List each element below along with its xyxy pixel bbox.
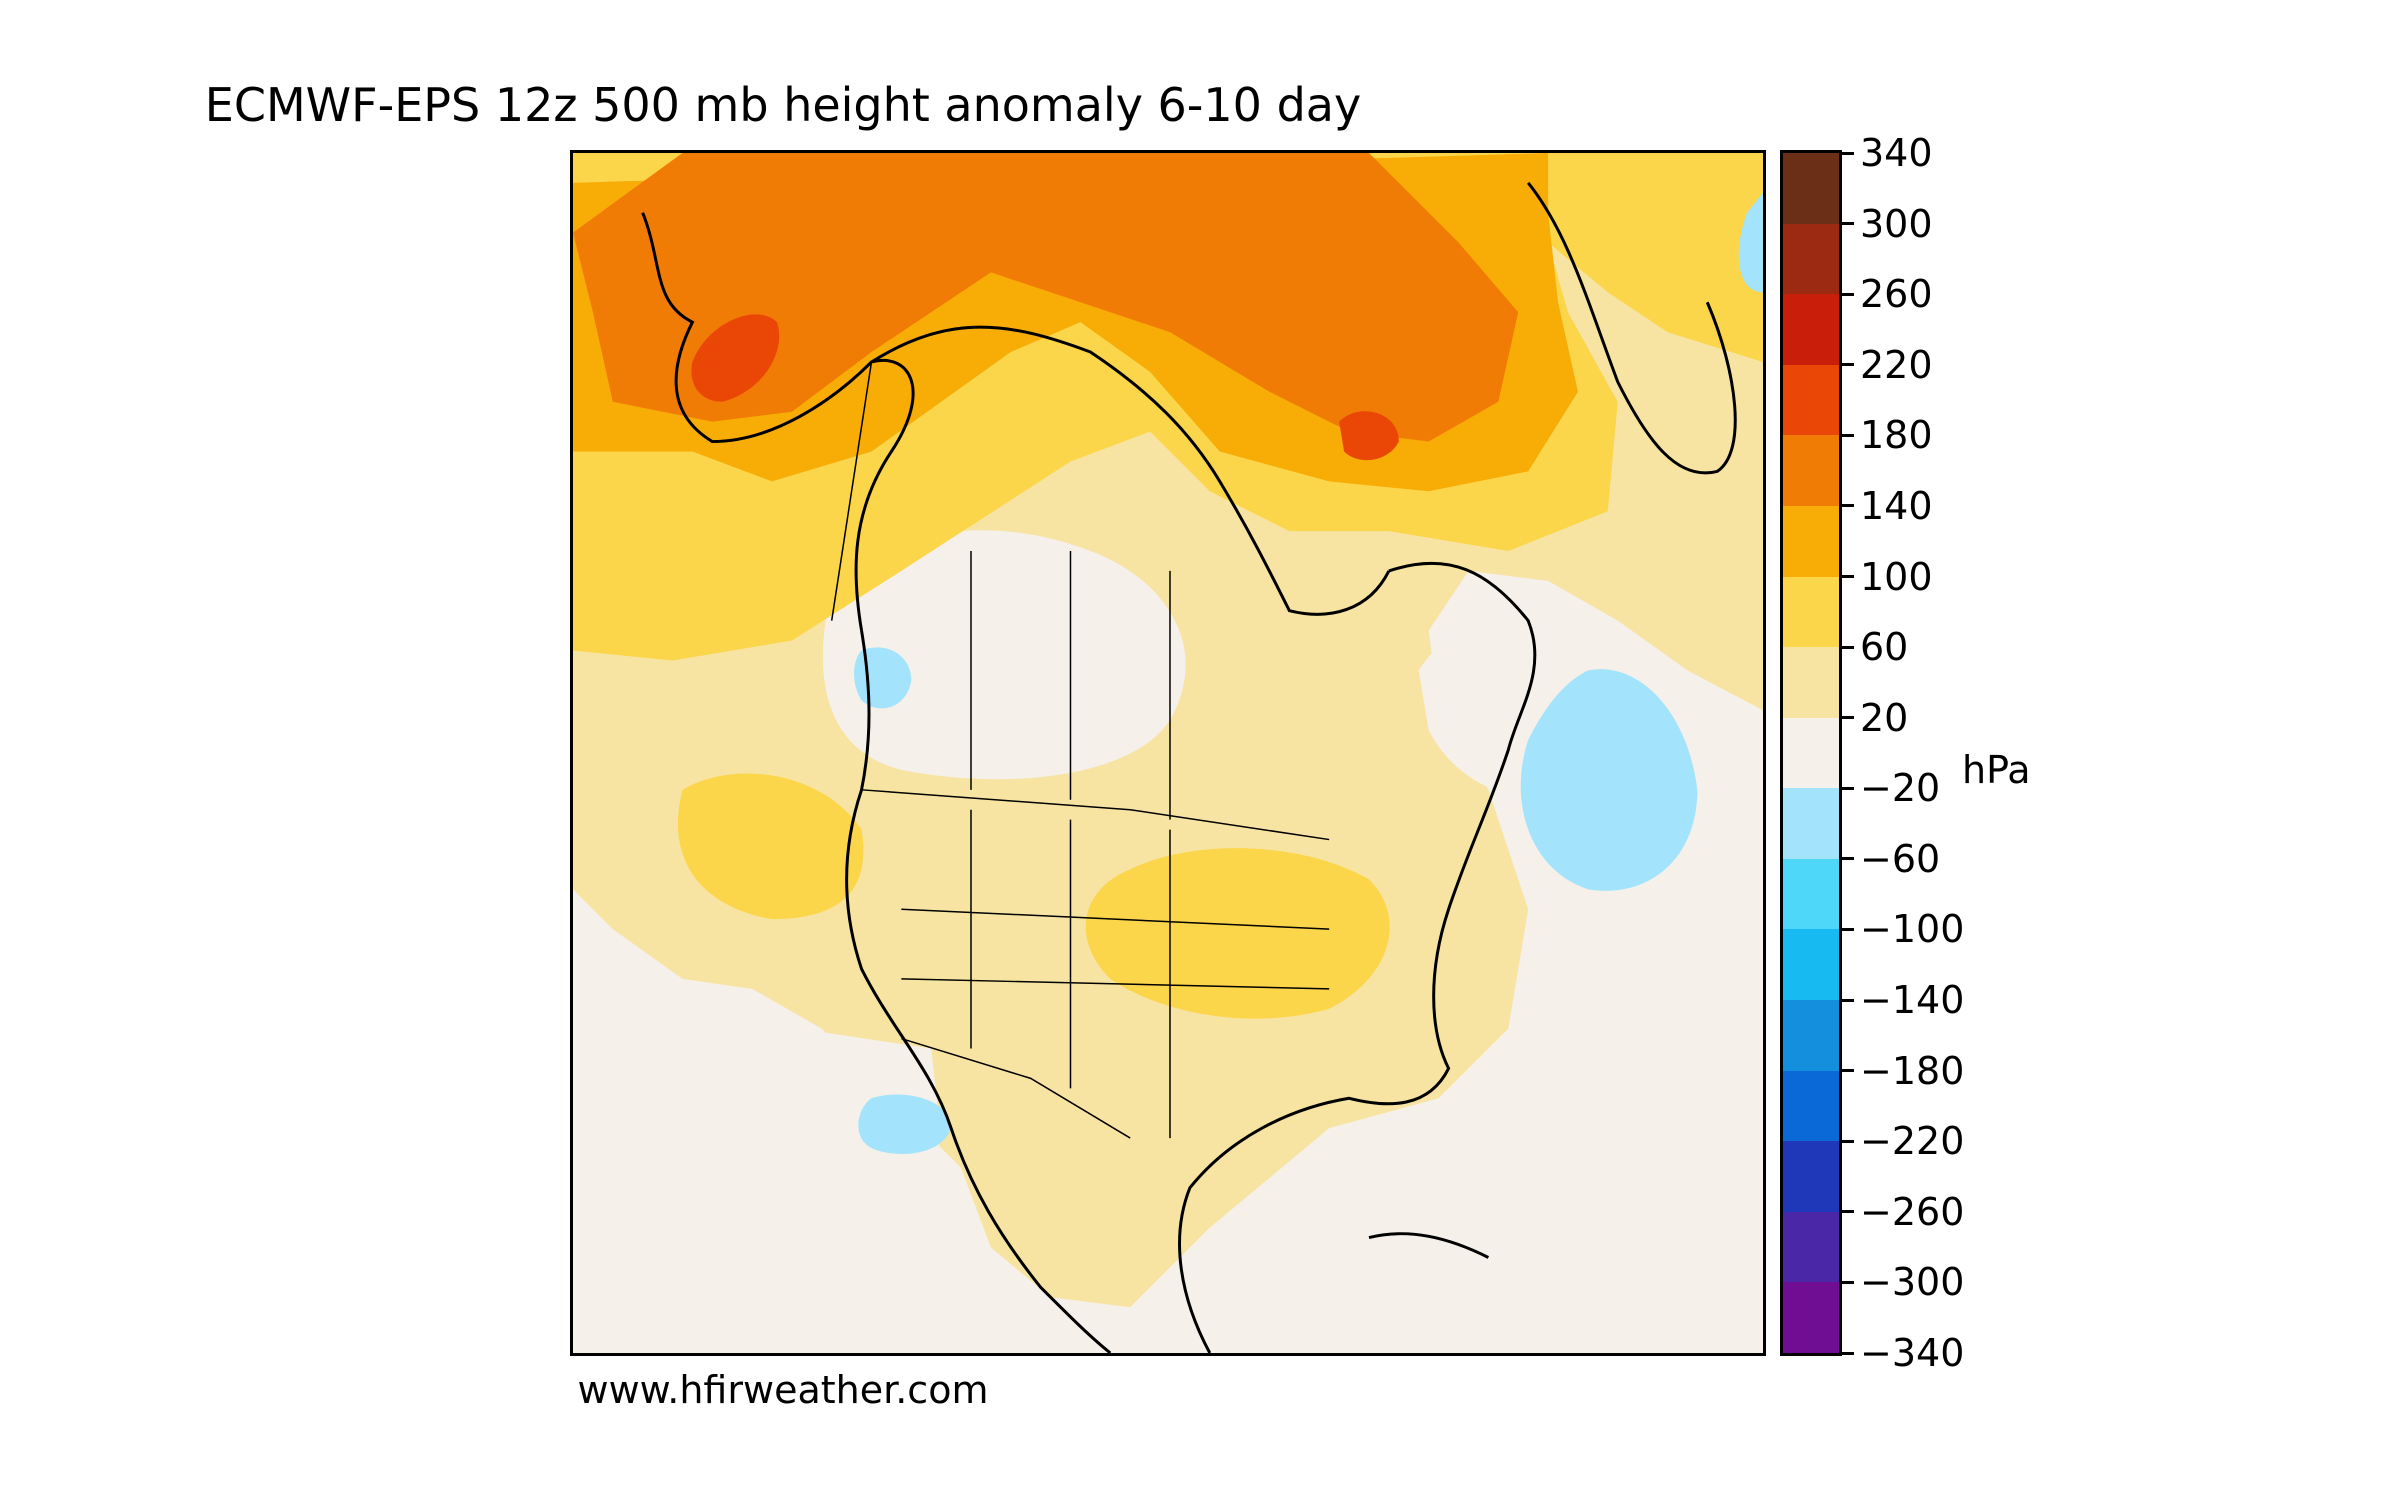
colorbar-tick-label: −140: [1860, 978, 1965, 1023]
anomaly-band-180-220-arctic: [1339, 411, 1399, 461]
colorbar-tick-mark: [1842, 927, 1854, 931]
colorbar-tick-label: 260: [1860, 272, 1933, 317]
colorbar-segment: [1783, 576, 1839, 648]
colorbar-segment: [1783, 223, 1839, 295]
border-us-canada: [861, 789, 1330, 841]
colorbar-tick-label: −260: [1860, 1189, 1965, 1234]
coastline-greenland: [1527, 181, 1737, 475]
colorbar-tick-mark: [1842, 786, 1854, 790]
colorbar-tick-mark: [1842, 1280, 1854, 1284]
colorbar-tick-label: 60: [1860, 625, 1909, 670]
colorbar-tick-label: 100: [1860, 554, 1933, 599]
colorbar-tick-label: −180: [1860, 1048, 1965, 1093]
colorbar-tick-mark: [1842, 1351, 1854, 1355]
anomaly-band-60-100-central: [1085, 848, 1390, 1019]
negative-anomaly-baja: [858, 1094, 952, 1154]
coastline-cuba: [1368, 1232, 1490, 1259]
coastlines: [641, 181, 1737, 1353]
colorbar-segment: [1783, 294, 1839, 366]
anomaly-band-60-100-west: [677, 773, 864, 920]
colorbar-tick-mark: [1842, 222, 1854, 226]
colorbar-tick-label: 140: [1860, 483, 1933, 528]
colorbar-tick-mark: [1842, 504, 1854, 508]
colorbar-segment: [1783, 1000, 1839, 1072]
colorbar-tick-mark: [1842, 151, 1854, 155]
colorbar-unit-label: hPa: [1962, 748, 2031, 792]
coastline-alaska: [641, 212, 915, 631]
anomaly-band-180-220-alaska: [691, 314, 780, 402]
colorbar-segment: [1783, 1141, 1839, 1213]
colorbar-segment: [1783, 929, 1839, 1001]
website-credit: www.hfirweather.com: [577, 1368, 989, 1412]
colorbar-tick-mark: [1842, 1210, 1854, 1214]
colorbar-tick-label: 220: [1860, 342, 1933, 387]
colorbar-segment: [1783, 1211, 1839, 1283]
coastline-east-north-america: [1178, 561, 1537, 1353]
colorbar-tick-mark: [1842, 1069, 1854, 1073]
colorbar-tick-label: −20: [1860, 766, 1941, 811]
negative-anomaly-greenland-edge: [1738, 192, 1763, 293]
figure-title: ECMWF-EPS 12z 500 mb height anomaly 6-10…: [204, 78, 1362, 132]
colorbar-segment: [1783, 364, 1839, 436]
colorbar-segment: [1783, 505, 1839, 578]
colorbar-segment: [1783, 788, 1839, 860]
colorbar-segment: [1783, 435, 1839, 507]
border-us-states: [901, 809, 1330, 1139]
colorbar-tick-mark: [1842, 575, 1854, 579]
colorbar-tick-label: 340: [1860, 131, 1933, 175]
colorbar-tick-mark: [1842, 645, 1854, 649]
colorbar-tick-mark: [1842, 433, 1854, 437]
political-borders: [830, 361, 1330, 1139]
colorbar-segment: [1783, 153, 1839, 225]
colorbar-tick-mark: [1842, 857, 1854, 861]
colorbar-tick-label: −300: [1860, 1260, 1965, 1305]
colorbar-tick-mark: [1842, 1139, 1854, 1143]
colorbar-tick-mark: [1842, 998, 1854, 1002]
colorbar-tick-mark: [1842, 292, 1854, 296]
border-us-mexico: [901, 1037, 1131, 1139]
colorbar-tick-label: 180: [1860, 413, 1933, 458]
border-provinces: [970, 551, 1171, 820]
anomaly-band-140-180: [573, 153, 1519, 442]
map-svg: [573, 153, 1763, 1353]
colorbar-segment: [1783, 1282, 1839, 1353]
negative-anomaly-atlantic: [1520, 669, 1698, 891]
colorbar-tick-label: 300: [1860, 201, 1933, 246]
anomaly-map: [570, 150, 1766, 1356]
colorbar-tick-label: 20: [1860, 695, 1909, 740]
colorbar-tick-mark: [1842, 363, 1854, 367]
border-alaska-canada: [830, 361, 873, 621]
colorbar-segment: [1783, 858, 1839, 930]
colorbar-segment: [1783, 647, 1839, 719]
neutral-canada-pocket: [822, 530, 1186, 780]
colorbar: [1780, 150, 1842, 1356]
colorbar-tick-label: −220: [1860, 1119, 1965, 1164]
coastline-hudson-bay-arctic: [870, 325, 1391, 616]
colorbar-tick-label: −60: [1860, 836, 1941, 881]
colorbar-segment: [1783, 717, 1839, 789]
colorbar-segment: [1783, 1070, 1839, 1142]
colorbar-tick-mark: [1842, 716, 1854, 720]
colorbar-tick-label: −340: [1860, 1331, 1965, 1375]
colorbar-tick-label: −100: [1860, 907, 1965, 952]
coastline-west-north-america: [845, 630, 1112, 1353]
